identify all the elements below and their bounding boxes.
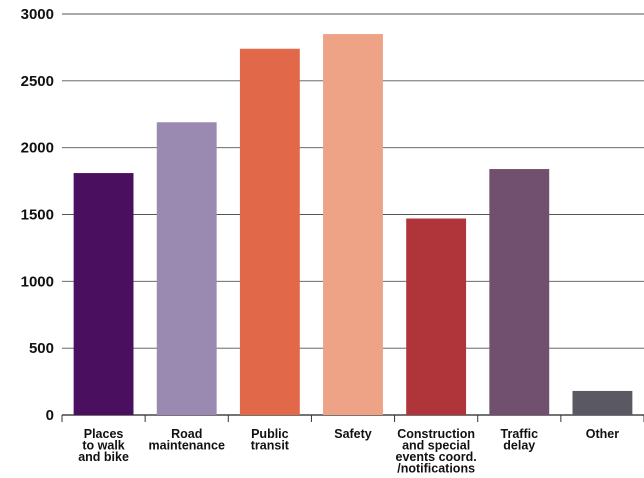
category-label-line: delay	[503, 439, 535, 453]
category-label: Other	[586, 427, 619, 441]
category-label-line: /notifications	[397, 462, 475, 476]
y-tick-label: 3000	[21, 6, 54, 23]
category-label-line: events coord.	[396, 450, 477, 464]
bar	[323, 34, 383, 416]
bar	[156, 122, 217, 416]
y-tick-label: 1500	[21, 207, 54, 224]
category-label-line: Safety	[334, 427, 372, 441]
category-label-line: to walk	[82, 439, 124, 453]
category-label-line: and special	[402, 439, 470, 453]
bar	[406, 218, 467, 415]
category-label-line: Other	[586, 427, 619, 441]
y-tick-label: 0	[46, 407, 54, 424]
category-label-line: maintenance	[149, 439, 225, 453]
category-label-line: Places	[84, 427, 124, 441]
bar	[489, 169, 550, 415]
y-tick-label: 2500	[21, 73, 54, 90]
y-axis-tick-labels: 0 500 1000 1500 2000 2500 3000	[21, 6, 54, 424]
category-label: Safety	[334, 427, 372, 441]
category-label-line: Public	[251, 427, 289, 441]
y-tick-label: 2000	[21, 140, 54, 157]
x-axis-ticks	[61, 415, 644, 422]
bar	[572, 390, 633, 415]
category-label-line: Construction	[397, 427, 475, 441]
category-label-line: and bike	[78, 450, 129, 464]
y-tick-label: 500	[29, 340, 54, 357]
y-tick-label: 1000	[21, 273, 54, 290]
category-label-line: Traffic	[501, 427, 539, 441]
category-label-line: transit	[251, 439, 290, 453]
bar	[73, 173, 134, 415]
bars	[73, 34, 633, 416]
bar	[239, 48, 300, 416]
category-label-line: Road	[171, 427, 202, 441]
